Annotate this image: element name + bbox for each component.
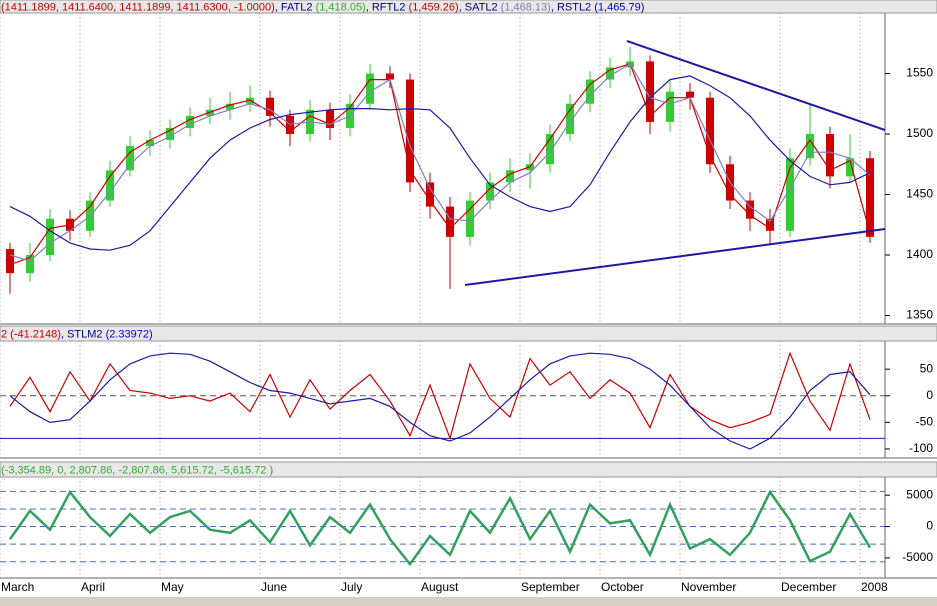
y-tick-label: 0 — [926, 388, 933, 402]
x-tick-label: April — [81, 580, 105, 594]
candle-body — [766, 218, 774, 231]
x-tick-label: 2008 — [861, 580, 888, 594]
legend-entry: , RSTL2 — [551, 1, 594, 13]
legend-entry: (1411.1899, 1411.6400, 1411.1899, 1411.6… — [1, 1, 275, 13]
candle-body — [746, 200, 754, 219]
legend-entry: (1,468.13) — [501, 1, 551, 13]
candle-body — [546, 134, 554, 165]
candle-body — [706, 97, 714, 165]
y-tick-label: 1350 — [906, 308, 933, 322]
legend-entry: (1,418.05) — [316, 1, 366, 13]
panel-header — [0, 325, 937, 342]
x-tick-label: June — [261, 580, 287, 594]
legend-entry: (2.33972) — [106, 328, 153, 340]
candle-body — [366, 73, 374, 104]
candle-body — [166, 127, 174, 141]
series-line — [9, 63, 871, 266]
x-tick-label: October — [601, 580, 644, 594]
y-tick-label: 0 — [926, 519, 933, 533]
candle-body — [446, 206, 454, 237]
y-tick-label: 50 — [920, 361, 934, 375]
panel-legend: (1411.1899, 1411.6400, 1411.1899, 1411.6… — [1, 1, 644, 13]
candle-body — [326, 109, 334, 128]
candle-body — [266, 97, 274, 116]
legend-entry: 2 (-41.2148) — [1, 328, 61, 340]
candle-body — [646, 61, 654, 122]
candle-body — [186, 115, 194, 128]
panel-header — [0, 0, 937, 14]
candle-body — [226, 103, 234, 110]
candle-body — [406, 79, 414, 183]
legend-entry: , SATL2 — [459, 1, 501, 13]
trend-line — [464, 228, 886, 286]
series-line — [9, 352, 871, 450]
candle-body — [146, 140, 154, 147]
y-tick-label: 1400 — [906, 247, 933, 261]
x-tick-label: November — [681, 580, 736, 594]
candle-body — [426, 182, 434, 207]
y-tick-label: 1450 — [906, 187, 933, 201]
candle-body — [686, 91, 694, 98]
x-tick-label: July — [341, 580, 362, 594]
candle-body — [126, 146, 134, 171]
legend-entry: , RFTL2 — [366, 1, 409, 13]
series-line — [9, 62, 871, 262]
candle-body — [566, 103, 574, 135]
legend-entry: (1,459.26) — [409, 1, 459, 13]
candle-body — [26, 255, 34, 274]
x-tick-label: September — [521, 580, 580, 594]
candle-body — [846, 158, 854, 177]
legend-entry: , FATL2 — [275, 1, 316, 13]
legend-entry: (-3,354.89, 0, 2,807.86, -2,807.86, 5,61… — [1, 464, 273, 476]
candle-body — [826, 134, 834, 177]
x-tick-label: August — [421, 580, 459, 594]
y-tick-label: -100 — [909, 441, 933, 455]
candle-body — [606, 67, 614, 80]
y-tick-label: 5000 — [906, 487, 933, 501]
panel-legend: 2 (-41.2148), STLM2 (2.33972) — [1, 328, 153, 340]
x-tick-label: December — [781, 580, 836, 594]
candle-body — [466, 200, 474, 237]
y-tick-label: 1550 — [906, 66, 933, 80]
y-tick-label: -5000 — [902, 550, 933, 564]
panel-legend: (-3,354.89, 0, 2,807.86, -2,807.86, 5,61… — [1, 464, 273, 476]
series-line — [8, 489, 872, 567]
candle-body — [866, 158, 874, 237]
candle-body — [46, 218, 54, 256]
series-line — [9, 75, 871, 251]
panel-header — [0, 461, 937, 478]
legend-entry: (1,465.79) — [594, 1, 644, 13]
candle-body — [6, 248, 14, 274]
candle-body — [106, 170, 114, 201]
y-tick-label: -50 — [916, 415, 934, 429]
scrollbar[interactable] — [0, 597, 937, 606]
candle-body — [806, 134, 814, 159]
x-tick-label: May — [161, 580, 184, 594]
candle-body — [786, 158, 794, 231]
candle-body — [666, 91, 674, 122]
y-tick-label: 1500 — [906, 126, 933, 140]
candle-body — [506, 170, 514, 183]
legend-entry: , STLM2 — [61, 328, 106, 340]
series-line — [9, 351, 871, 441]
x-tick-label: March — [1, 580, 34, 594]
candle-body — [386, 73, 394, 80]
candle-body — [286, 115, 294, 135]
trend-line — [626, 40, 886, 131]
candle-body — [486, 182, 494, 201]
candle-body — [586, 79, 594, 104]
